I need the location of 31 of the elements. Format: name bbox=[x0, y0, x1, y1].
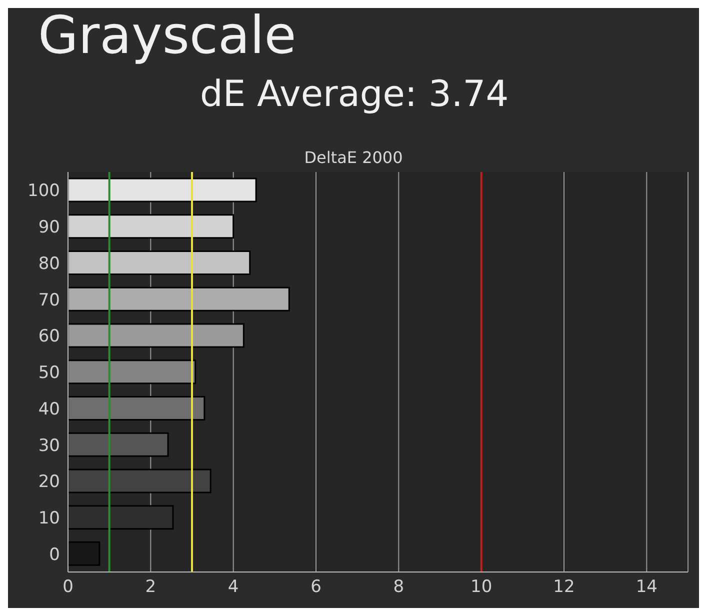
y-tick-label: 80 bbox=[38, 254, 60, 274]
x-tick-label: 8 bbox=[393, 577, 404, 598]
y-tick-label: 20 bbox=[38, 472, 60, 492]
bar bbox=[68, 286, 290, 312]
x-tick-label: 12 bbox=[553, 577, 575, 598]
x-axis-title: DeltaE 2000 bbox=[303, 148, 404, 167]
chart-title: Grayscale bbox=[38, 6, 296, 66]
bar bbox=[68, 396, 206, 420]
bar bbox=[68, 505, 174, 530]
y-tick-label: 90 bbox=[38, 218, 60, 238]
bar bbox=[68, 214, 234, 239]
y-tick-label: 10 bbox=[38, 508, 60, 528]
y-tick-label: 30 bbox=[38, 436, 60, 456]
y-tick-label: 100 bbox=[28, 181, 60, 202]
chart-subtitle: dE Average: 3.74 bbox=[200, 74, 509, 115]
y-tick-label: 50 bbox=[38, 363, 60, 384]
x-tick-label: 14 bbox=[636, 577, 658, 598]
bar bbox=[68, 178, 257, 202]
y-tick-label: 40 bbox=[38, 399, 60, 420]
bar bbox=[68, 468, 212, 494]
x-tick-label: 2 bbox=[145, 577, 156, 598]
x-tick-label: 6 bbox=[310, 577, 322, 598]
bar bbox=[68, 541, 100, 566]
x-tick-label: 0 bbox=[62, 577, 74, 598]
x-tick-label: 4 bbox=[228, 577, 239, 598]
x-tick-label: 10 bbox=[470, 577, 492, 598]
y-tick-label: 60 bbox=[38, 326, 60, 347]
y-tick-label: 70 bbox=[38, 290, 60, 310]
y-tick-label: 0 bbox=[49, 544, 60, 565]
bar bbox=[68, 432, 169, 457]
bar bbox=[68, 360, 196, 384]
